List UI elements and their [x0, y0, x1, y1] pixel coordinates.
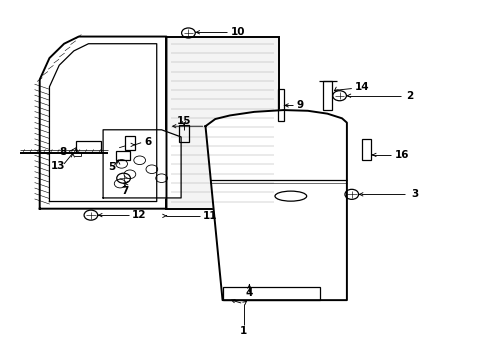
Text: 3: 3 [410, 189, 418, 199]
Bar [116, 151, 130, 160]
Text: 7: 7 [121, 186, 128, 196]
Text: 15: 15 [177, 116, 191, 126]
Text: 4: 4 [245, 288, 253, 298]
Polygon shape [205, 110, 346, 300]
Text: 6: 6 [144, 137, 151, 147]
Text: 11: 11 [203, 211, 217, 221]
Bar [76, 141, 101, 152]
Text: 14: 14 [354, 82, 369, 93]
Text: 12: 12 [131, 210, 145, 220]
Bar [323, 81, 331, 110]
Polygon shape [103, 130, 181, 198]
Bar [125, 136, 135, 149]
Bar [361, 139, 370, 160]
Bar [222, 287, 320, 300]
Text: 8: 8 [60, 147, 66, 157]
Bar [166, 37, 278, 209]
Text: 16: 16 [394, 150, 408, 160]
Bar [178, 125, 189, 142]
Text: 2: 2 [406, 91, 413, 101]
Text: 9: 9 [296, 100, 303, 111]
Text: 13: 13 [51, 161, 65, 171]
Text: 10: 10 [230, 27, 245, 37]
Bar [277, 89, 284, 121]
Text: 5: 5 [107, 162, 115, 172]
Text: 1: 1 [240, 325, 246, 336]
